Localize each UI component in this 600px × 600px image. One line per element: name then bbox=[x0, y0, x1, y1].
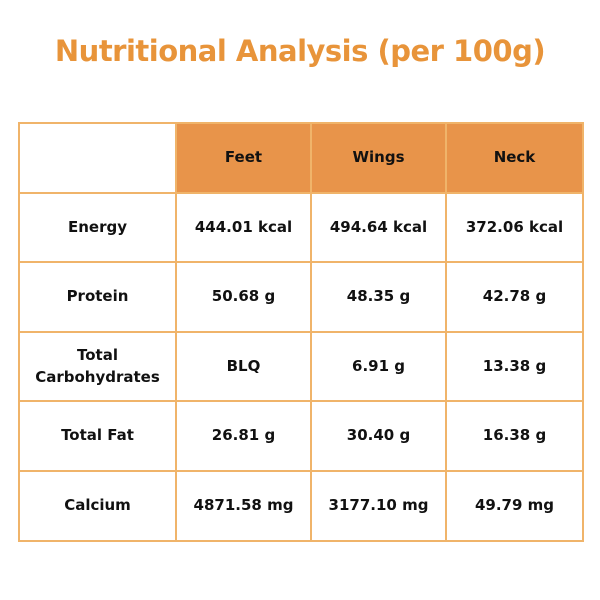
table-cell: 444.01 kcal bbox=[175, 191, 312, 264]
table-cell: 4871.58 mg bbox=[175, 469, 312, 542]
table-cell: 3177.10 mg bbox=[310, 469, 447, 542]
table-cell: 372.06 kcal bbox=[445, 191, 584, 264]
table-row-total-fat: Total Fat 26.81 g 30.40 g 16.38 g bbox=[18, 400, 584, 472]
table-cell: 49.79 mg bbox=[445, 469, 584, 542]
column-header-wings: Wings bbox=[310, 122, 447, 194]
nutrition-table: Feet Wings Neck Energy 444.01 kcal 494.6… bbox=[18, 122, 584, 542]
column-header-feet: Feet bbox=[175, 122, 312, 194]
table-cell: 48.35 g bbox=[310, 261, 447, 333]
column-header-neck: Neck bbox=[445, 122, 584, 194]
row-label-total-carbohydrates: Total Carbohydrates bbox=[18, 330, 177, 403]
table-cell: 26.81 g bbox=[175, 400, 312, 472]
table-cell: 6.91 g bbox=[310, 330, 447, 403]
table-header-row: Feet Wings Neck bbox=[18, 122, 584, 194]
row-label-protein: Protein bbox=[18, 261, 177, 333]
table-cell: 50.68 g bbox=[175, 261, 312, 333]
row-label-energy: Energy bbox=[18, 191, 177, 264]
page-title: Nutritional Analysis (per 100g) bbox=[54, 34, 546, 68]
row-label-total-fat: Total Fat bbox=[18, 400, 177, 472]
table-row-energy: Energy 444.01 kcal 494.64 kcal 372.06 kc… bbox=[18, 191, 584, 264]
table-cell: 13.38 g bbox=[445, 330, 584, 403]
row-label-calcium: Calcium bbox=[18, 469, 177, 542]
table-cell: BLQ bbox=[175, 330, 312, 403]
table-row-calcium: Calcium 4871.58 mg 3177.10 mg 49.79 mg bbox=[18, 469, 584, 542]
table-row-total-carbohydrates: Total Carbohydrates BLQ 6.91 g 13.38 g bbox=[18, 330, 584, 403]
table-cell: 42.78 g bbox=[445, 261, 584, 333]
table-cell: 30.40 g bbox=[310, 400, 447, 472]
table-row-protein: Protein 50.68 g 48.35 g 42.78 g bbox=[18, 261, 584, 333]
table-cell: 16.38 g bbox=[445, 400, 584, 472]
header-corner-cell bbox=[18, 122, 177, 194]
table-cell: 494.64 kcal bbox=[310, 191, 447, 264]
